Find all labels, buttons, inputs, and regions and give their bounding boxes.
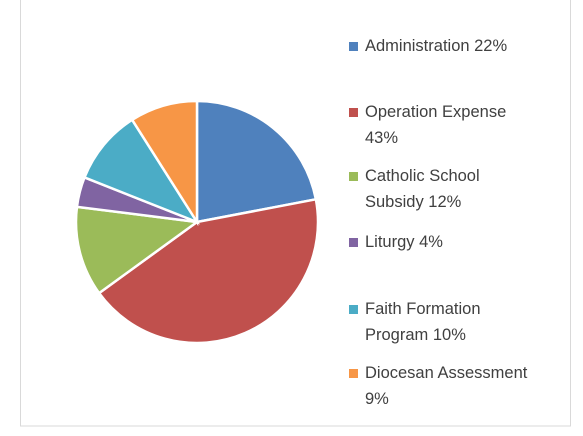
pie-slice [74,205,201,295]
pie-slice [82,118,201,225]
legend-label: Operation Expense 43% [365,103,511,147]
legend-swatch [349,172,358,181]
legend-swatch [349,42,358,51]
chart-border [20,0,571,427]
legend-swatch [349,369,358,378]
legend-swatch [349,238,358,247]
legend-label: Catholic School Subsidy 12% [365,167,485,211]
legend-label: Diocesan Assessment 9% [365,364,537,408]
pie-slice [97,197,320,345]
legend-swatch [349,108,358,117]
pie [74,99,320,345]
legend-label: Administration 22% [365,37,508,55]
legend-label: Liturgy 4% [365,233,443,251]
pie-slice [130,99,199,227]
legend-swatch [349,305,358,314]
pie-slice [195,99,318,224]
legend-label: Faith Formation Program 10% [365,300,486,344]
